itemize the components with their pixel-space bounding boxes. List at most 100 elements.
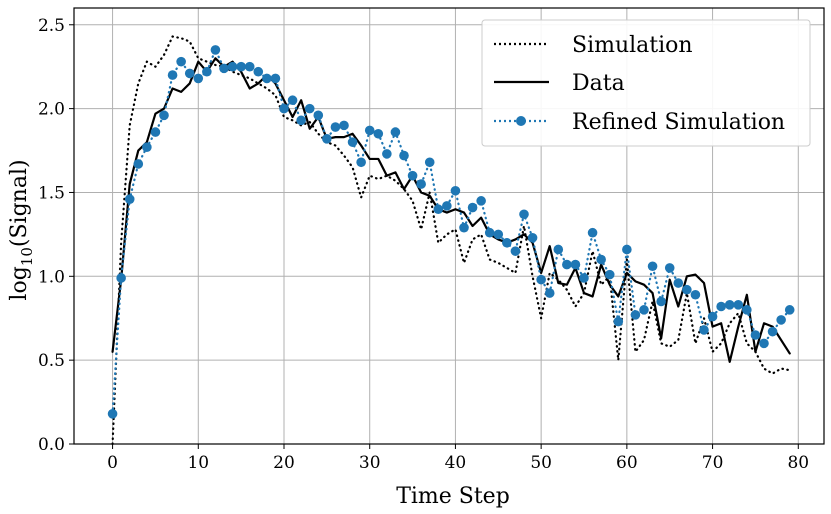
- data-point-refined-simulation: [527, 232, 538, 243]
- data-point-refined-simulation: [639, 305, 649, 315]
- data-point-refined-simulation: [347, 137, 358, 147]
- data-point-refined-simulation: [184, 68, 195, 79]
- data-point-refined-simulation: [467, 202, 478, 213]
- data-point-refined-simulation: [579, 273, 589, 283]
- x-tick-label: 60: [616, 453, 638, 473]
- x-tick-label: 40: [445, 453, 467, 473]
- data-point-refined-simulation: [236, 61, 246, 72]
- data-point-refined-simulation: [784, 305, 795, 315]
- data-point-refined-simulation: [767, 326, 778, 337]
- data-point-refined-simulation: [699, 325, 709, 335]
- y-tick-label: 2.5: [38, 16, 65, 36]
- data-point-refined-simulation: [759, 338, 769, 349]
- data-point-refined-simulation: [459, 222, 469, 233]
- data-point-refined-simulation: [510, 246, 521, 256]
- data-point-refined-simulation: [116, 273, 126, 283]
- data-point-refined-simulation: [544, 288, 555, 298]
- data-point-refined-simulation: [253, 66, 264, 77]
- data-point-refined-simulation: [502, 237, 512, 248]
- data-point-refined-simulation: [416, 179, 426, 189]
- data-point-refined-simulation: [750, 330, 761, 340]
- data-point-refined-simulation: [193, 73, 204, 84]
- data-point-refined-simulation: [219, 63, 229, 74]
- data-point-refined-simulation: [159, 110, 169, 121]
- svg-text:log10(Signal): log10(Signal): [7, 159, 36, 300]
- data-point-refined-simulation: [390, 127, 401, 137]
- data-point-refined-simulation: [664, 263, 675, 273]
- x-tick-label: 20: [273, 453, 295, 473]
- data-point-refined-simulation: [450, 185, 461, 196]
- data-point-refined-simulation: [562, 259, 572, 270]
- data-point-refined-simulation: [364, 125, 375, 136]
- data-point-refined-simulation: [716, 301, 726, 312]
- data-point-refined-simulation: [399, 150, 409, 161]
- data-point-refined-simulation: [296, 115, 306, 126]
- data-point-refined-simulation: [330, 122, 341, 132]
- y-tick-label: 0.0: [38, 435, 65, 455]
- data-point-refined-simulation: [124, 194, 135, 204]
- data-point-refined-simulation: [424, 157, 435, 168]
- data-point-refined-simulation: [733, 300, 744, 310]
- data-point-refined-simulation: [536, 274, 546, 285]
- legend-label-simulation: Simulation: [572, 33, 693, 58]
- data-point-refined-simulation: [673, 278, 684, 288]
- data-point-refined-simulation: [476, 196, 486, 206]
- data-point-refined-simulation: [596, 254, 606, 265]
- y-axis-label: log10(Signal): [7, 159, 36, 300]
- data-point-refined-simulation: [167, 70, 178, 80]
- data-point-refined-simulation: [570, 259, 581, 270]
- series-layer: [107, 35, 795, 446]
- data-point-refined-simulation: [604, 269, 615, 280]
- x-axis-label: Time Step: [396, 484, 510, 509]
- data-point-refined-simulation: [176, 56, 186, 67]
- data-point-refined-simulation: [493, 229, 504, 240]
- data-point-refined-simulation: [287, 95, 298, 106]
- data-point-refined-simulation: [407, 170, 418, 181]
- data-point-refined-simulation: [724, 300, 735, 310]
- data-point-refined-simulation: [304, 103, 315, 114]
- data-point-refined-simulation: [313, 110, 324, 121]
- y-tick-label: 1.5: [38, 183, 65, 203]
- x-tick-label: 0: [107, 453, 118, 473]
- data-point-refined-simulation: [690, 289, 701, 300]
- data-point-refined-simulation: [682, 284, 692, 295]
- data-point-refined-simulation: [587, 227, 598, 238]
- data-point-refined-simulation: [647, 261, 658, 272]
- data-point-refined-simulation: [433, 204, 444, 215]
- data-point-refined-simulation: [210, 45, 221, 55]
- data-point-refined-simulation: [142, 142, 152, 152]
- legend: Simulation Data Refined Simulation: [481, 19, 811, 147]
- data-point-refined-simulation: [202, 66, 212, 77]
- x-tick-label: 30: [359, 453, 381, 473]
- legend-box: [481, 19, 811, 147]
- y-tick-label: 2.0: [38, 100, 65, 120]
- data-point-refined-simulation: [519, 209, 529, 220]
- data-point-refined-simulation: [656, 296, 666, 307]
- data-point-refined-simulation: [150, 127, 161, 137]
- x-tick-label: 50: [530, 453, 552, 473]
- y-tick-label: 0.5: [38, 351, 65, 371]
- data-point-refined-simulation: [382, 149, 392, 159]
- data-point-refined-simulation: [553, 244, 564, 255]
- data-point-refined-simulation: [339, 120, 349, 131]
- data-point-refined-simulation: [622, 244, 632, 255]
- data-point-refined-simulation: [442, 201, 452, 211]
- data-point-refined-simulation: [613, 316, 624, 327]
- data-point-refined-simulation: [484, 227, 495, 238]
- data-point-refined-simulation: [133, 159, 144, 169]
- data-point-refined-simulation: [776, 315, 786, 325]
- data-point-refined-simulation: [279, 103, 289, 114]
- x-tick-label: 80: [787, 453, 809, 473]
- data-point-refined-simulation: [244, 61, 255, 72]
- data-point-refined-simulation: [356, 157, 366, 168]
- data-point-refined-simulation: [227, 61, 238, 72]
- y-tick-label: 1.0: [38, 267, 65, 287]
- x-tick-label: 10: [187, 453, 209, 473]
- data-point-refined-simulation: [270, 73, 281, 84]
- data-point-refined-simulation: [707, 311, 718, 322]
- data-point-refined-simulation: [322, 134, 332, 144]
- legend-label-data: Data: [572, 71, 625, 96]
- x-tick-label: 70: [702, 453, 724, 473]
- data-point-refined-simulation: [630, 310, 641, 320]
